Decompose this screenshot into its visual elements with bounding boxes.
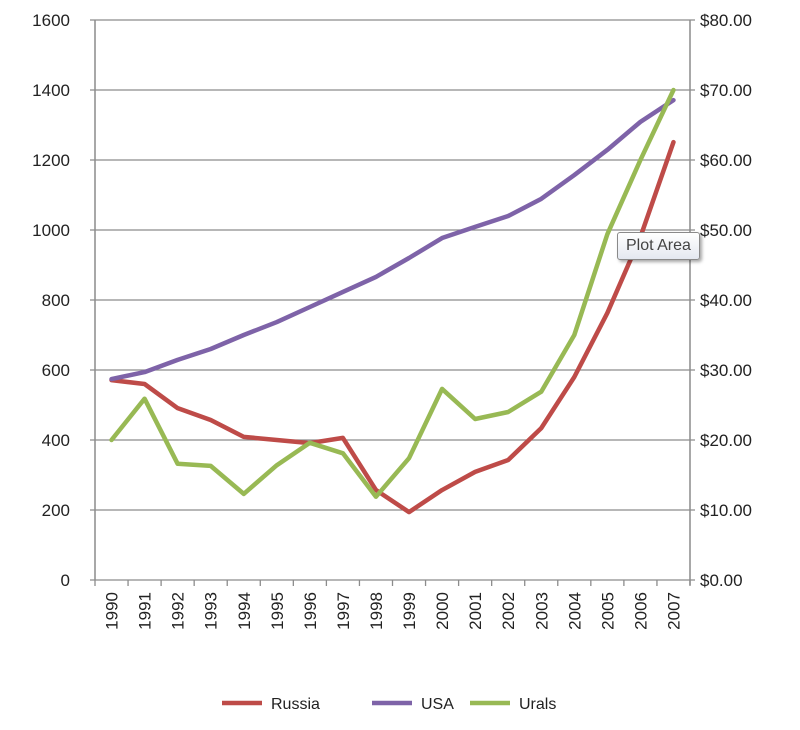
- x-tick-label: 1992: [169, 592, 188, 630]
- x-tick-label: 2005: [598, 592, 617, 630]
- x-tick-label: 2001: [466, 592, 485, 630]
- y-left-tick-label: 600: [42, 361, 70, 380]
- y-right-tick-label: $80.00: [700, 11, 752, 30]
- y-right-tick-label: $0.00: [700, 571, 743, 590]
- x-tick-label: 2000: [433, 592, 452, 630]
- x-tick-label: 1991: [136, 592, 155, 630]
- x-tick-label: 2002: [499, 592, 518, 630]
- x-tick-label: 1996: [301, 592, 320, 630]
- x-tick-label: 1997: [334, 592, 353, 630]
- x-tick-label: 2007: [664, 592, 683, 630]
- y-left-tick-label: 1200: [32, 151, 70, 170]
- series-line-russia[interactable]: [109, 139, 676, 515]
- y-right-tick-label: $20.00: [700, 431, 752, 450]
- y-left-tick-label: 200: [42, 501, 70, 520]
- x-tick-label: 2003: [532, 592, 551, 630]
- series-line-urals[interactable]: [109, 87, 676, 499]
- legend-label-urals[interactable]: Urals: [519, 696, 556, 713]
- legend-label-usa[interactable]: USA: [421, 696, 454, 713]
- y-right-tick-label: $70.00: [700, 81, 752, 100]
- y-left-tick-label: 800: [42, 291, 70, 310]
- legend[interactable]: Russia USA Urals: [222, 696, 556, 713]
- x-tick-label: 1995: [268, 592, 287, 630]
- y-left-tick-label: 1600: [32, 11, 70, 30]
- x-tick-label: 2004: [565, 592, 584, 630]
- x-tick-label: 2006: [631, 592, 650, 630]
- x-tick-label: 1994: [235, 592, 254, 630]
- series-line-usa[interactable]: [109, 97, 676, 382]
- axes: [94, 20, 691, 586]
- y-left-tick-label: 0: [61, 571, 70, 590]
- y-right-tick-label: $60.00: [700, 151, 752, 170]
- y-left-tick-label: 1400: [32, 81, 70, 100]
- y-left-tick-label: 400: [42, 431, 70, 450]
- legend-label-russia[interactable]: Russia: [271, 696, 320, 713]
- series-lines[interactable]: [109, 87, 676, 515]
- x-tick-label: 1990: [103, 592, 122, 630]
- gridlines: [90, 19, 695, 581]
- y-right-tick-label: $30.00: [700, 361, 752, 380]
- y-right-tick-label: $10.00: [700, 501, 752, 520]
- tick-labels: 0 $0.00 200 $10.00 400 $20.00 600 $30.00 800 $40.…: [32, 11, 752, 630]
- x-tick-label: 1993: [202, 592, 221, 630]
- y-left-tick-label: 1000: [32, 221, 70, 240]
- x-tick-label: 1999: [400, 592, 419, 630]
- y-right-tick-label: $50.00: [700, 221, 752, 240]
- y-right-tick-label: $40.00: [700, 291, 752, 310]
- plot-area-tooltip: Plot Area: [617, 232, 700, 260]
- x-tick-label: 1998: [367, 592, 386, 630]
